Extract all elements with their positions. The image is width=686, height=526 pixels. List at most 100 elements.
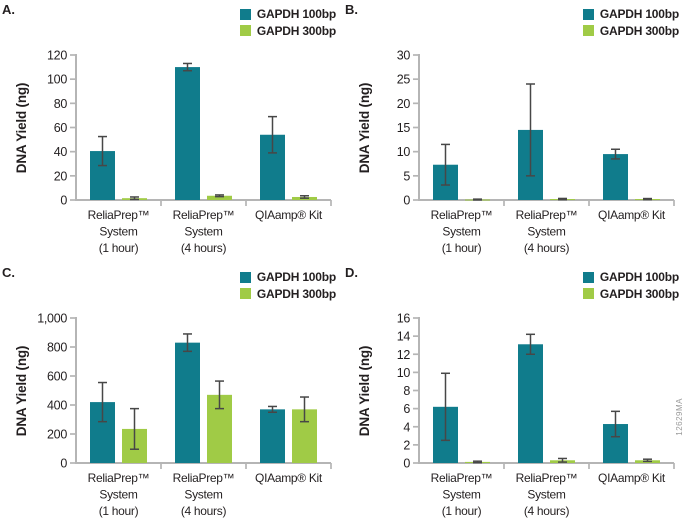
legend-item-gapdh-100bp: GAPDH 100bp — [582, 270, 679, 284]
legend: GAPDH 100bp GAPDH 300bp — [239, 7, 336, 38]
y-tick-label: 2 — [403, 438, 410, 452]
y-tick-label: 0 — [403, 457, 410, 471]
y-tick-label: 800 — [47, 341, 67, 355]
legend-item-gapdh-300bp: GAPDH 300bp — [582, 286, 679, 301]
bar-chart-d: 0 2 4 6 8 10 12 14 16 ReliaPrep™ System (1 hour) Rel… — [357, 312, 675, 518]
category-label: (1 hour) — [99, 241, 139, 255]
category-label: ReliaPrep™ — [516, 208, 578, 222]
y-tick-label: 60 — [54, 121, 68, 135]
legend: GAPDH 100bp GAPDH 300bp — [239, 270, 336, 301]
category-label: (4 hours) — [181, 241, 227, 255]
bar-chart-a: 0 20 40 60 80 100 120 ReliaPrep™ System (1 hour) R… — [14, 49, 332, 255]
category-label: (4 hours) — [524, 241, 570, 255]
y-tick-label: 15 — [397, 121, 411, 135]
legend-swatch-gapdh-300bp — [582, 288, 594, 300]
legend-swatch-gapdh-100bp — [582, 271, 594, 283]
category-label: ReliaPrep™ — [173, 471, 235, 485]
category-label: (1 hour) — [99, 504, 139, 518]
category-label: System — [527, 488, 566, 502]
category-label: QIAamp® Kit — [598, 471, 666, 485]
y-tick-label: 12 — [397, 348, 411, 362]
y-tick-label: 20 — [397, 97, 411, 111]
legend-item-gapdh-100bp: GAPDH 100bp — [582, 7, 679, 21]
bar-gapdh-300bp — [207, 195, 232, 200]
legend-item-gapdh-100bp: GAPDH 100bp — [239, 7, 336, 21]
legend-label: GAPDH 300bp — [256, 286, 336, 301]
panel-b: B. GAPDH 100bp GAPDH 300bp 0 5 10 15 20 25 30 R… — [343, 0, 686, 263]
panel-letter-d: D. — [345, 265, 358, 280]
panel-letter-a: A. — [2, 2, 15, 17]
y-axis-title: DNA Yield (ng) — [14, 346, 29, 436]
legend-item-gapdh-300bp: GAPDH 300bp — [582, 23, 679, 38]
legend-label: GAPDH 300bp — [256, 23, 336, 38]
y-tick-label: 80 — [54, 97, 68, 111]
legend-item-gapdh-300bp: GAPDH 300bp — [239, 286, 336, 301]
legend: GAPDH 100bp GAPDH 300bp — [582, 7, 679, 38]
category-label: ReliaPrep™ — [431, 471, 493, 485]
bar-gapdh-100bp — [175, 342, 200, 463]
y-tick-label: 1,000 — [37, 312, 67, 326]
y-tick-label: 25 — [397, 73, 411, 87]
y-tick-label: 5 — [403, 169, 410, 183]
legend-swatch-gapdh-300bp — [582, 25, 594, 37]
category-label: (4 hours) — [181, 504, 227, 518]
legend-label: GAPDH 100bp — [599, 7, 679, 21]
bar-gapdh-100bp — [518, 344, 543, 463]
category-label: ReliaPrep™ — [88, 208, 150, 222]
category-label: (1 hour) — [442, 504, 482, 518]
y-tick-label: 0 — [60, 194, 67, 208]
y-tick-label: 0 — [60, 457, 67, 471]
category-label: ReliaPrep™ — [173, 208, 235, 222]
category-label: System — [442, 225, 481, 239]
legend-swatch-gapdh-300bp — [239, 288, 251, 300]
y-axis-title: DNA Yield (ng) — [357, 83, 372, 173]
panel-c: C. GAPDH 100bp GAPDH 300bp 0 200 400 600 800… — [0, 263, 343, 526]
y-tick-label: 0 — [403, 194, 410, 208]
bar-chart-b: 0 5 10 15 20 25 30 ReliaPrep™ System (1 hour) Reli… — [357, 49, 675, 255]
bar-gapdh-100bp — [175, 67, 200, 200]
y-tick-label: 100 — [47, 73, 67, 87]
legend-label: GAPDH 300bp — [599, 286, 679, 301]
legend-label: GAPDH 100bp — [256, 7, 336, 21]
y-tick-label: 600 — [47, 370, 67, 384]
category-label: (4 hours) — [524, 504, 570, 518]
category-label: System — [99, 225, 138, 239]
category-label: QIAamp® Kit — [255, 471, 323, 485]
legend-swatch-gapdh-100bp — [582, 8, 594, 20]
y-tick-label: 400 — [47, 399, 67, 413]
category-label: System — [184, 225, 223, 239]
category-label: ReliaPrep™ — [431, 208, 493, 222]
panel-letter-b: B. — [345, 2, 358, 17]
y-tick-label: 14 — [397, 330, 411, 344]
category-label: ReliaPrep™ — [516, 471, 578, 485]
y-axis-title: DNA Yield (ng) — [14, 83, 29, 173]
category-label: QIAamp® Kit — [255, 208, 323, 222]
legend-item-gapdh-100bp: GAPDH 100bp — [239, 270, 336, 284]
y-tick-label: 16 — [397, 312, 411, 326]
legend-swatch-gapdh-300bp — [239, 25, 251, 37]
category-label: QIAamp® Kit — [598, 208, 666, 222]
bar-gapdh-100bp — [603, 154, 628, 200]
bar-chart-c: 0 200 400 600 800 1,000 ReliaPrep™ System (1 hou… — [14, 312, 332, 518]
legend-label: GAPDH 100bp — [599, 270, 679, 284]
legend-item-gapdh-300bp: GAPDH 300bp — [239, 23, 336, 38]
category-label: ReliaPrep™ — [88, 471, 150, 485]
figure-number-watermark: 12629MA — [675, 398, 684, 436]
panel-a: A. GAPDH 100bp GAPDH 300bp 0 20 40 60 80 100 1… — [0, 0, 343, 263]
category-label: System — [184, 488, 223, 502]
y-tick-label: 10 — [397, 145, 411, 159]
y-tick-label: 20 — [54, 169, 68, 183]
y-tick-label: 6 — [403, 402, 410, 416]
legend-label: GAPDH 300bp — [599, 23, 679, 38]
legend-label: GAPDH 100bp — [256, 270, 336, 284]
category-label: System — [442, 488, 481, 502]
category-label: (1 hour) — [442, 241, 482, 255]
y-tick-label: 120 — [47, 49, 67, 63]
y-tick-label: 200 — [47, 428, 67, 442]
panel-d: D. GAPDH 100bp GAPDH 300bp 0 2 4 6 8 10 12 14 16… — [343, 263, 686, 526]
y-tick-label: 4 — [403, 420, 410, 434]
y-tick-label: 10 — [397, 366, 411, 380]
legend-swatch-gapdh-100bp — [239, 8, 251, 20]
panel-letter-c: C. — [2, 265, 15, 280]
category-label: System — [527, 225, 566, 239]
